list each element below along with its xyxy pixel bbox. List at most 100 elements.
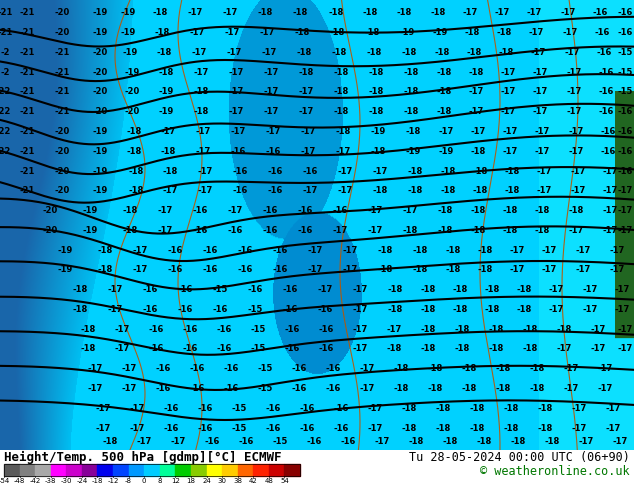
Text: -17: -17 <box>618 186 633 196</box>
Text: -17: -17 <box>470 127 486 136</box>
Text: -20: -20 <box>55 8 70 17</box>
Text: -17: -17 <box>261 48 276 57</box>
Text: -19: -19 <box>82 226 98 235</box>
Text: -18: -18 <box>505 167 520 175</box>
Text: -17: -17 <box>495 8 510 17</box>
Text: -18: -18 <box>126 147 141 156</box>
Text: -17: -17 <box>367 423 383 433</box>
Text: -17: -17 <box>374 438 390 446</box>
Text: -42: -42 <box>30 478 41 484</box>
Text: -17: -17 <box>602 167 618 175</box>
Text: -17: -17 <box>195 127 210 136</box>
Text: -17: -17 <box>502 127 517 136</box>
Text: -18: -18 <box>366 48 382 57</box>
Text: -18: -18 <box>441 186 456 196</box>
Text: -16: -16 <box>273 266 288 274</box>
Text: -17: -17 <box>342 266 358 274</box>
Text: -17: -17 <box>95 423 110 433</box>
Text: -18: -18 <box>401 48 417 57</box>
Text: -17: -17 <box>469 87 484 97</box>
Text: -18: -18 <box>408 167 423 175</box>
Text: -17: -17 <box>87 364 103 373</box>
Bar <box>4 464 20 476</box>
Text: -16: -16 <box>297 206 313 215</box>
Text: -17: -17 <box>576 266 591 274</box>
Text: -18: -18 <box>335 127 351 136</box>
Text: -18: -18 <box>469 423 484 433</box>
Text: -18: -18 <box>453 285 468 294</box>
Text: -17: -17 <box>193 68 209 76</box>
Text: -19: -19 <box>432 28 448 37</box>
Text: -18: -18 <box>377 266 392 274</box>
Text: -18: -18 <box>393 364 409 373</box>
Text: -17: -17 <box>618 344 633 353</box>
Text: -21: -21 <box>0 28 13 37</box>
Text: -18: -18 <box>152 8 167 17</box>
Text: -17: -17 <box>605 404 621 413</box>
Text: -16: -16 <box>318 344 333 353</box>
Text: -16: -16 <box>600 147 616 156</box>
Text: -18: -18 <box>495 364 510 373</box>
Text: -17: -17 <box>568 226 584 235</box>
Text: -17: -17 <box>438 127 453 136</box>
Text: -18: -18 <box>160 147 176 156</box>
Text: -17: -17 <box>597 384 612 393</box>
Text: 30: 30 <box>217 478 226 484</box>
Text: -17: -17 <box>342 245 358 255</box>
Text: -18: -18 <box>484 285 500 294</box>
Text: -19: -19 <box>57 245 73 255</box>
Text: -17: -17 <box>462 8 477 17</box>
Text: -21: -21 <box>55 107 70 116</box>
Text: -17: -17 <box>359 364 375 373</box>
Text: -17: -17 <box>133 266 148 274</box>
Text: -17: -17 <box>500 87 515 97</box>
Text: -16: -16 <box>306 438 321 446</box>
Text: -18: -18 <box>568 206 584 215</box>
Text: -16: -16 <box>238 438 254 446</box>
Text: 38: 38 <box>233 478 242 484</box>
Text: -21: -21 <box>0 8 13 17</box>
Text: -18: -18 <box>445 245 461 255</box>
Text: -17: -17 <box>500 107 515 116</box>
Text: -18: -18 <box>333 87 349 97</box>
Text: -17: -17 <box>359 384 375 393</box>
Text: -15: -15 <box>212 285 228 294</box>
Text: -16: -16 <box>237 245 253 255</box>
Bar <box>285 464 300 476</box>
Text: -18: -18 <box>453 305 468 314</box>
Text: -17: -17 <box>129 404 145 413</box>
Text: -17: -17 <box>301 147 316 156</box>
Text: -19: -19 <box>405 147 420 156</box>
Text: -18: -18 <box>477 245 493 255</box>
Text: -18: -18 <box>292 8 307 17</box>
Text: -17: -17 <box>372 167 387 175</box>
Text: -20: -20 <box>55 127 70 136</box>
Text: -19: -19 <box>93 167 108 175</box>
Text: -15: -15 <box>618 87 633 97</box>
Text: -16: -16 <box>302 167 318 175</box>
Text: -17: -17 <box>263 107 278 116</box>
Text: -17: -17 <box>614 285 630 294</box>
Bar <box>20 464 35 476</box>
Text: -17: -17 <box>566 87 581 97</box>
Text: -15: -15 <box>231 404 247 413</box>
Text: -20: -20 <box>55 186 70 196</box>
Text: -15: -15 <box>618 48 633 57</box>
Text: 0: 0 <box>142 478 146 484</box>
Text: -21: -21 <box>19 147 35 156</box>
Text: -18: -18 <box>368 107 384 116</box>
Text: -19: -19 <box>93 127 108 136</box>
Text: -17: -17 <box>566 107 581 116</box>
Text: -17: -17 <box>230 127 245 136</box>
Bar <box>144 464 160 476</box>
Text: © weatheronline.co.uk: © weatheronline.co.uk <box>481 465 630 478</box>
Text: 24: 24 <box>202 478 211 484</box>
Text: -18: -18 <box>162 167 178 175</box>
Text: -17: -17 <box>263 68 278 76</box>
Text: -19: -19 <box>57 266 73 274</box>
Text: -15: -15 <box>257 384 273 393</box>
Text: -17: -17 <box>571 167 586 175</box>
Text: -17: -17 <box>197 186 212 196</box>
Text: -16: -16 <box>228 226 243 235</box>
Text: -17: -17 <box>301 127 316 136</box>
